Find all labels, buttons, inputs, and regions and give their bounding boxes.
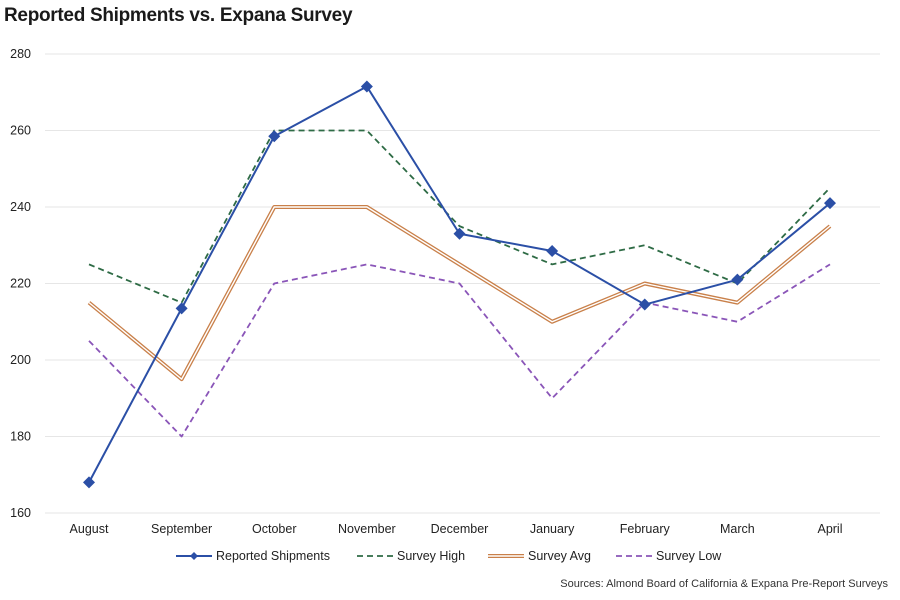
legend-item-survey-avg: Survey Avg (488, 549, 591, 563)
data-point-marker (546, 244, 559, 257)
x-tick-label: April (817, 522, 842, 536)
data-point-marker (453, 227, 466, 240)
x-tick-label: January (530, 522, 575, 536)
series-survey-avg (87, 205, 832, 382)
series-survey-high (88, 129, 831, 304)
x-tick-label: September (151, 522, 212, 536)
y-axis: 160 180 200 220 240 260 280 (10, 47, 31, 520)
legend-label: Survey Avg (528, 549, 591, 563)
y-tick-label: 200 (10, 353, 31, 367)
series-survey-low (88, 263, 831, 438)
legend-item-reported-shipments: Reported Shipments (176, 549, 330, 563)
data-point-marker (83, 476, 95, 489)
y-tick-label: 180 (10, 430, 31, 444)
data-point-marker (268, 130, 281, 143)
source-note: Sources: Almond Board of California & Ex… (560, 578, 888, 590)
series-line (88, 263, 831, 438)
legend-label: Survey Low (656, 549, 722, 563)
y-tick-label: 240 (10, 200, 31, 214)
x-tick-label: February (620, 522, 671, 536)
x-tick-label: November (338, 522, 396, 536)
series-line (88, 129, 831, 304)
x-tick-label: March (720, 522, 755, 536)
series-lines (83, 80, 836, 489)
data-point-marker (731, 273, 744, 286)
y-tick-label: 160 (10, 506, 31, 520)
legend: Reported Shipments Survey High Survey Avg S… (176, 549, 722, 563)
x-axis: August September October November December Ja… (70, 522, 843, 536)
y-tick-label: 280 (10, 47, 31, 61)
x-tick-label: August (70, 522, 109, 536)
series-reported-shipments (83, 80, 836, 489)
gridlines (45, 53, 880, 514)
legend-label: Reported Shipments (216, 549, 330, 563)
data-point-marker (360, 80, 373, 93)
series-line-inner (88, 206, 831, 380)
data-point-marker (638, 298, 651, 311)
data-point-marker (175, 302, 188, 315)
legend-label: Survey High (397, 549, 465, 563)
y-tick-label: 220 (10, 277, 31, 291)
legend-marker (190, 552, 198, 560)
x-tick-label: October (252, 522, 296, 536)
x-tick-label: December (431, 522, 489, 536)
chart-title: Reported Shipments vs. Expana Survey (4, 5, 353, 26)
legend-item-survey-low: Survey Low (616, 549, 722, 563)
y-tick-label: 260 (10, 124, 31, 138)
legend-item-survey-high: Survey High (357, 549, 465, 563)
data-point-marker (824, 197, 836, 210)
